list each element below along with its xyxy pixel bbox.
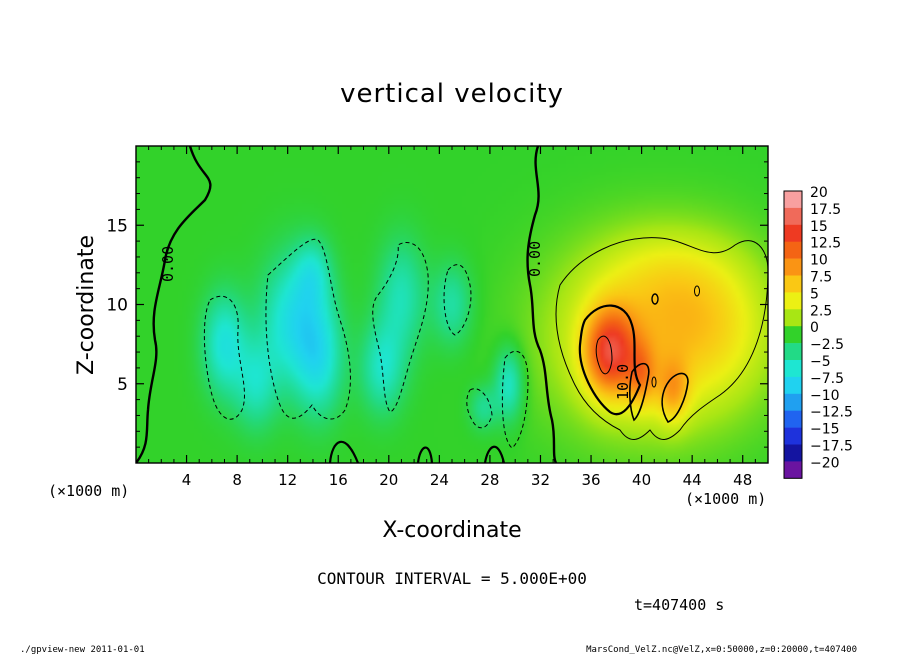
- y-tick-label: 10: [106, 296, 128, 316]
- colorbar-label: −17.5: [810, 439, 853, 455]
- colorbar-cell: [784, 326, 802, 344]
- colorbar-label: −10: [810, 388, 840, 404]
- contour-10: [578, 304, 642, 416]
- zero-contour-bottom-1: [328, 440, 360, 463]
- plot-area: 0.00 0.00 10.0: [135, 145, 769, 464]
- neg-contour-3: [372, 242, 429, 413]
- colorbar-cell: [784, 393, 802, 411]
- x-tick-label: 32: [531, 471, 550, 489]
- contour-label-10: 10.0: [614, 364, 632, 400]
- x-tick-label: 24: [430, 471, 449, 489]
- chart-title: vertical velocity: [340, 79, 564, 109]
- neg-contour-6: [466, 388, 493, 429]
- colorbar-frame: [783, 190, 803, 479]
- x-axis-title: X-coordinate: [382, 518, 521, 543]
- colorbar-label: 12.5: [810, 236, 841, 252]
- zero-contour-bottom-3: [483, 445, 506, 463]
- contour-10-d: [651, 293, 659, 305]
- colorbar-label: 15: [810, 219, 828, 235]
- contour-interval-text: CONTOUR INTERVAL = 5.000E+00: [317, 569, 587, 588]
- x-unit-label-right: (×1000 m): [685, 490, 766, 508]
- colorbar-label: 10: [810, 253, 828, 269]
- contour-15-b: [651, 376, 657, 388]
- data-source-text: MarsCond_VelZ.nc@VelZ,x=0:50000,z=0:2000…: [586, 645, 857, 654]
- x-tick-label: 12: [278, 471, 297, 489]
- zero-contour-bottom-2: [416, 446, 434, 463]
- neg-contour-5: [501, 350, 529, 449]
- colorbar-cell: [784, 360, 802, 378]
- neg-contour-4: [443, 264, 472, 336]
- colorbar: 2017.51512.5107.552.50−2.5−5−7.5−10−12.5…: [783, 185, 853, 479]
- contour-10-b: [629, 362, 650, 422]
- velocity-heatmap: [136, 146, 768, 463]
- x-tick-label: 44: [683, 471, 702, 489]
- x-tick-label: 4: [182, 471, 192, 489]
- y-tick-label: 15: [106, 216, 128, 236]
- colorbar-label: 17.5: [810, 202, 841, 218]
- colorbar-cell: [784, 258, 802, 276]
- colorbar-cell: [784, 275, 802, 293]
- x-axis-ticks: 4 8 12 16 20 24 28 32 36 40 44 48: [148, 146, 756, 489]
- x-tick-label: 28: [480, 471, 499, 489]
- colorbar-label: −20: [810, 455, 840, 471]
- x-tick-label: 8: [232, 471, 242, 489]
- colorbar-label: 5: [810, 286, 819, 302]
- colorbar-cell: [784, 292, 802, 310]
- x-tick-label: 40: [632, 471, 651, 489]
- x-tick-label: 36: [581, 471, 600, 489]
- colorbar-cell: [784, 309, 802, 327]
- colorbar-label: 0: [810, 320, 819, 336]
- colorbar-label: −7.5: [810, 371, 844, 387]
- colorbar-cell: [784, 224, 802, 242]
- contour-label-right: 0.00: [526, 241, 544, 277]
- colorbar-label: −12.5: [810, 405, 853, 421]
- zero-contour-left: [136, 146, 212, 463]
- neg-contour-1: [203, 295, 245, 420]
- colorbar-cell: [784, 207, 802, 226]
- x-tick-label: 16: [329, 471, 348, 489]
- contour-label-left: 0.00: [159, 246, 177, 282]
- y-axis-title: Z-coordinate: [74, 235, 99, 375]
- colorbar-cell: [784, 427, 802, 445]
- colorbar-cell: [784, 376, 802, 395]
- colorbar-cell: [784, 410, 802, 428]
- x-unit-label-left: (×1000 m): [48, 482, 129, 500]
- colorbar-label: −15: [810, 422, 840, 438]
- contour-15: [595, 335, 613, 375]
- contour-lines: [136, 146, 768, 463]
- colorbar-cell: [784, 241, 802, 259]
- colorbar-label: −5: [810, 354, 831, 370]
- colorbar-cell: [784, 191, 802, 209]
- colorbar-cell: [784, 444, 802, 462]
- x-tick-label: 20: [379, 471, 398, 489]
- colorbar-cell: [784, 343, 802, 361]
- y-axis-ticks: 5 10 15: [106, 161, 768, 448]
- source-script-text: ./gpview-new 2011-01-01: [20, 645, 145, 654]
- time-text: t=407400 s: [634, 596, 724, 614]
- contour-5-b: [694, 285, 700, 297]
- contour-10-c: [661, 372, 689, 423]
- colorbar-label: 7.5: [810, 270, 832, 286]
- y-tick-label: 5: [117, 375, 128, 395]
- colorbar-label: 20: [810, 185, 828, 201]
- contour-5: [555, 237, 768, 440]
- x-tick-label: 48: [733, 471, 752, 489]
- colorbar-label: 2.5: [810, 303, 832, 319]
- colorbar-cell: [784, 461, 802, 479]
- zero-contour-right: [526, 146, 558, 463]
- colorbar-label: −2.5: [810, 337, 844, 353]
